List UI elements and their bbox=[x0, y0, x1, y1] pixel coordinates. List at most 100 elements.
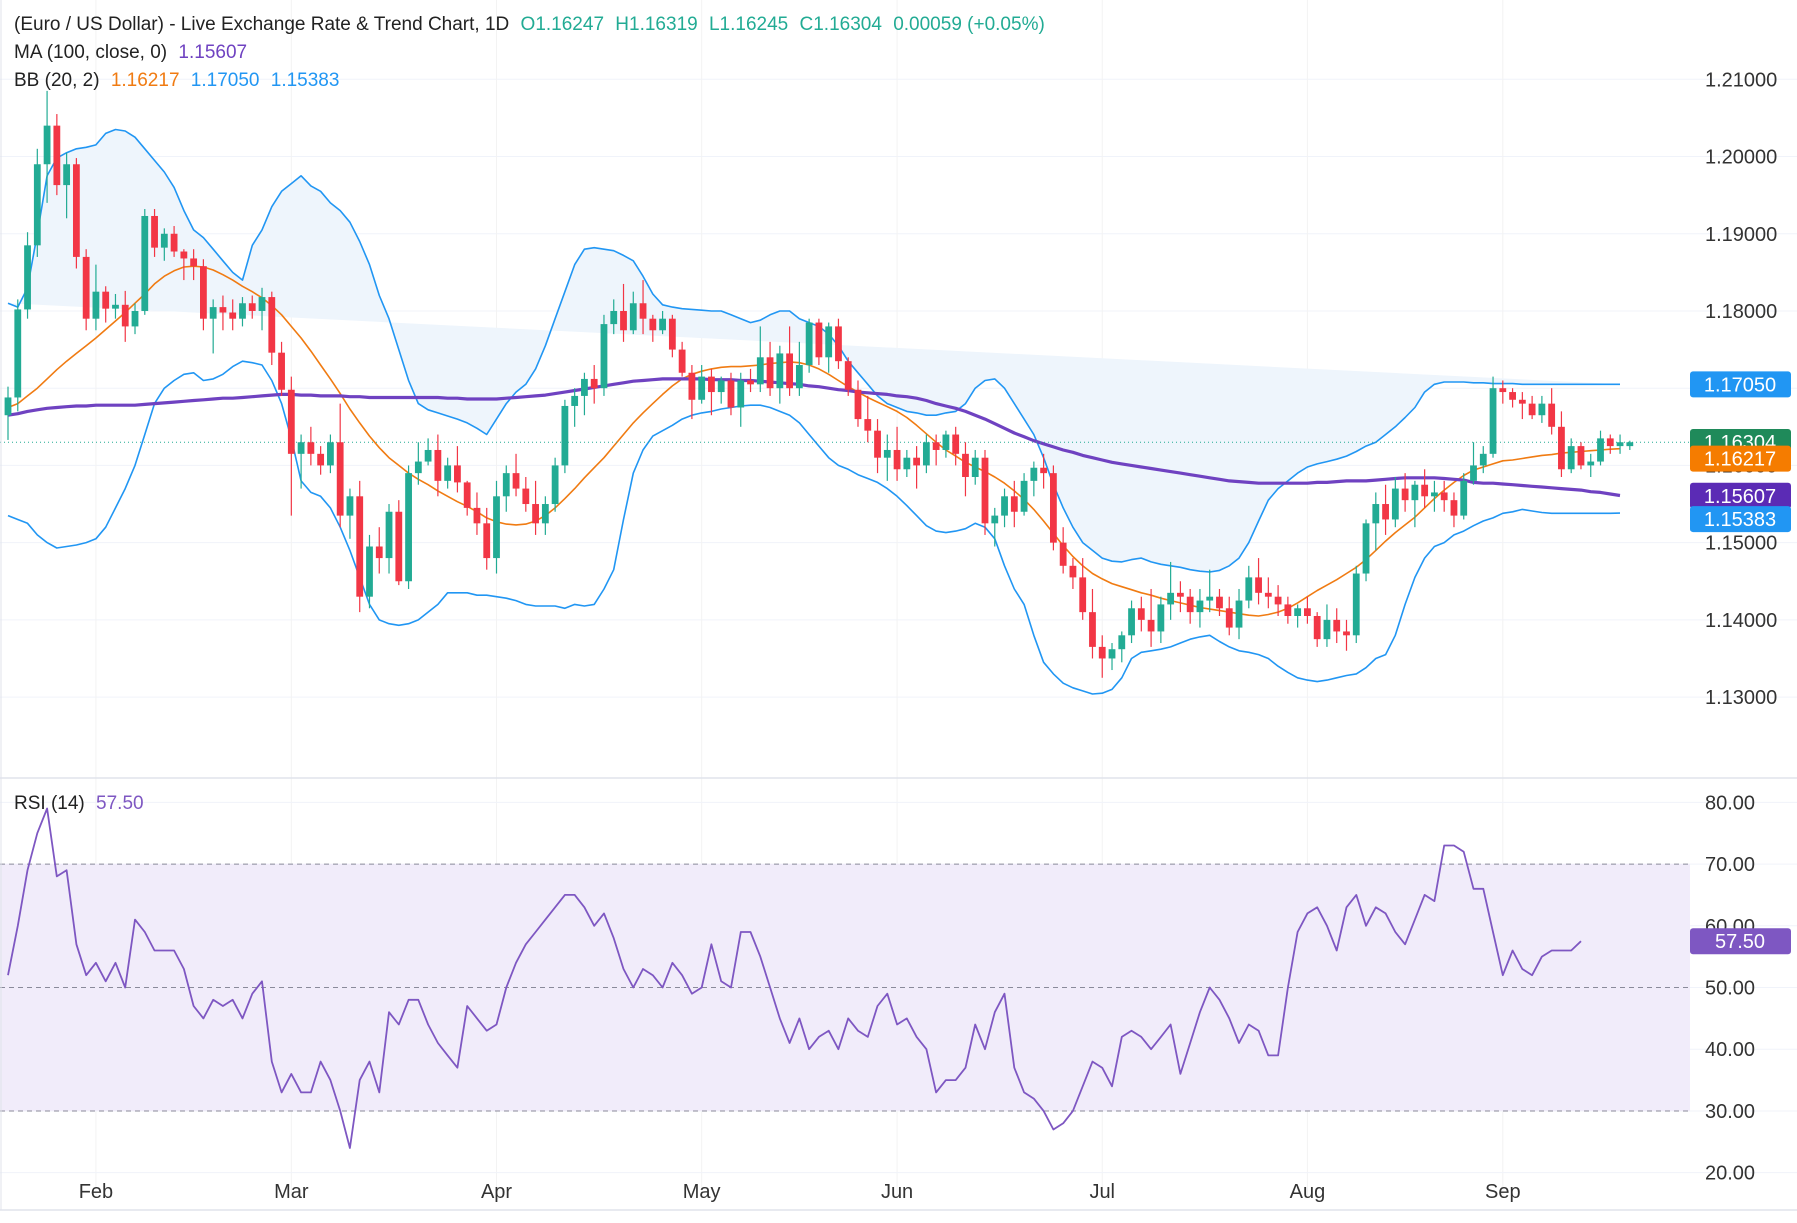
candle-body bbox=[1235, 600, 1243, 628]
legend-close: C1.16304 bbox=[799, 14, 882, 35]
candle-body bbox=[278, 352, 285, 390]
candle-body bbox=[1079, 577, 1087, 613]
candle-body bbox=[874, 430, 881, 458]
candle-body bbox=[190, 258, 198, 267]
month-tick-label: Sep bbox=[1485, 1181, 1521, 1203]
candle-body bbox=[1587, 461, 1595, 466]
candle-body bbox=[121, 304, 129, 327]
candle-body bbox=[1362, 523, 1370, 574]
candle-body bbox=[63, 164, 71, 186]
badge-bb-middle-bg bbox=[1690, 445, 1791, 472]
legend-title-row: (Euro / US Dollar) - Live Exchange Rate … bbox=[14, 14, 1051, 36]
candle-body bbox=[268, 297, 276, 353]
candle-body bbox=[1401, 488, 1409, 501]
candle-body bbox=[522, 488, 530, 505]
candle-body bbox=[1352, 573, 1360, 636]
indicator-lines bbox=[0, 128, 1690, 695]
candle-body bbox=[92, 291, 100, 319]
candle-body bbox=[747, 380, 754, 385]
candle-body bbox=[737, 380, 745, 408]
candle-body bbox=[239, 303, 246, 319]
candle-body bbox=[1626, 442, 1634, 447]
candle-body bbox=[493, 496, 500, 559]
price-tick-label: 1.19000 bbox=[1705, 224, 1777, 246]
price-tick-label: 1.20000 bbox=[1705, 147, 1777, 169]
candle-body bbox=[1597, 438, 1604, 462]
candle-body bbox=[53, 125, 61, 186]
rsi-tick-label: 30.00 bbox=[1705, 1101, 1755, 1123]
legend-bb-middle: 1.16217 bbox=[110, 70, 180, 91]
candle-body bbox=[43, 125, 51, 165]
candle-body bbox=[1167, 592, 1175, 605]
candle-body bbox=[346, 496, 354, 516]
candle-body bbox=[688, 372, 696, 400]
candle-body bbox=[532, 504, 539, 524]
candle-body bbox=[1489, 388, 1497, 454]
badge-bb-upper-bg bbox=[1690, 371, 1791, 398]
candle-body bbox=[1323, 619, 1331, 640]
candle-body bbox=[903, 457, 911, 470]
badge-bb-lower-text: 1.15383 bbox=[1704, 509, 1776, 531]
candle-body bbox=[356, 496, 364, 597]
bb-middle-line bbox=[7, 265, 1621, 617]
legend-ma-value: 1.15607 bbox=[178, 42, 248, 63]
candle-body bbox=[170, 233, 178, 252]
bb-upper-line bbox=[7, 128, 1620, 573]
badge-rsi-bg bbox=[1690, 928, 1791, 955]
candle-body bbox=[1206, 596, 1214, 601]
candle-body bbox=[893, 449, 901, 470]
candle-body bbox=[1069, 565, 1077, 578]
candle-body bbox=[571, 395, 579, 406]
badge-rsi-text: 57.50 bbox=[1715, 931, 1765, 953]
candle-body bbox=[24, 245, 31, 310]
candle-body bbox=[317, 453, 325, 466]
candle-body bbox=[1558, 426, 1565, 470]
candle-body bbox=[141, 215, 149, 311]
candle-body bbox=[1147, 619, 1155, 632]
candle-body bbox=[629, 303, 637, 331]
legend-bb-row: BB (20, 2) 1.16217 1.17050 1.15383 bbox=[14, 70, 345, 92]
price-tick-label: 1.18000 bbox=[1705, 301, 1777, 323]
candle-body bbox=[102, 291, 110, 309]
candle-body bbox=[307, 442, 315, 454]
badge-rsi: 57.50 bbox=[1690, 928, 1791, 955]
candle-body bbox=[1606, 438, 1614, 447]
candle-body bbox=[786, 353, 793, 389]
candle-body bbox=[4, 397, 12, 416]
candle-body bbox=[620, 310, 627, 331]
candle-body bbox=[854, 389, 862, 420]
candle-body bbox=[1333, 619, 1341, 632]
candle-body bbox=[1391, 488, 1399, 520]
candle-body bbox=[1284, 604, 1292, 616]
candle-body bbox=[1196, 600, 1204, 613]
candle-body bbox=[1528, 403, 1536, 416]
legend-bb-upper: 1.17050 bbox=[190, 70, 260, 91]
candle-body bbox=[1518, 399, 1526, 404]
legend-bb-label: BB (20, 2) bbox=[14, 70, 100, 91]
candle-body bbox=[815, 322, 823, 358]
candle-body bbox=[639, 303, 647, 319]
candle-body bbox=[913, 457, 921, 466]
candle-body bbox=[1538, 403, 1546, 416]
rsi-panel bbox=[0, 807, 1690, 1149]
price-tick-label: 1.15000 bbox=[1705, 533, 1777, 555]
candle-body bbox=[112, 304, 119, 309]
candle-body bbox=[483, 523, 491, 559]
candle-body bbox=[678, 349, 686, 373]
candle-body bbox=[551, 465, 559, 505]
candle-body bbox=[1431, 492, 1438, 497]
candle-body bbox=[766, 357, 774, 389]
candle-body bbox=[502, 473, 510, 497]
candle-body bbox=[229, 312, 237, 319]
candle-body bbox=[1470, 465, 1477, 481]
candle-body bbox=[1411, 484, 1419, 501]
candle-body bbox=[922, 442, 930, 466]
legend-ma-label: MA (100, close, 0) bbox=[14, 42, 168, 63]
candle-body bbox=[1108, 649, 1116, 659]
candle-body bbox=[649, 318, 657, 331]
candle-body bbox=[962, 453, 969, 477]
candle-body bbox=[180, 251, 188, 259]
ma-100-line bbox=[7, 377, 1621, 498]
candle-body bbox=[1245, 577, 1253, 601]
candle-body bbox=[805, 322, 813, 366]
